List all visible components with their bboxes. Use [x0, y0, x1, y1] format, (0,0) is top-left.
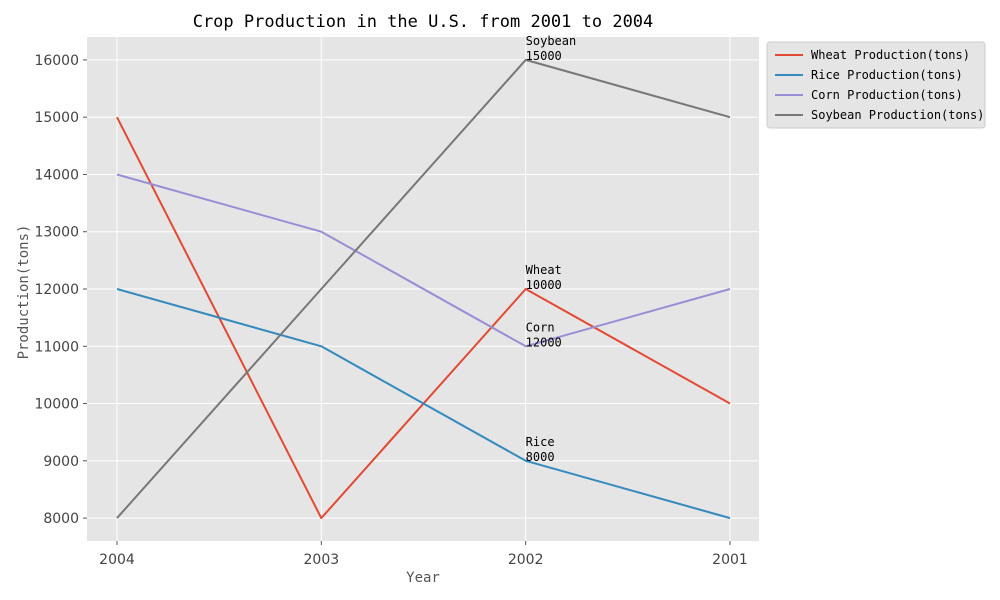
annotation-label: Soybean	[526, 34, 577, 48]
y-tick-label: 12000	[34, 282, 79, 298]
y-tick-label: 10000	[34, 397, 79, 413]
annotation-label: Corn	[526, 320, 555, 334]
y-tick-label: 8000	[43, 511, 79, 527]
legend-entry: Soybean Production(tons)	[775, 108, 984, 122]
legend-label: Soybean Production(tons)	[811, 108, 984, 122]
y-tick-label: 16000	[34, 53, 79, 69]
series-line-soybean	[116, 58, 731, 519]
legend-entry: Corn Production(tons)	[775, 88, 963, 102]
y-tick-label: 9000	[43, 454, 79, 470]
annotation-value: 12000	[526, 335, 562, 349]
annotation-value: 15000	[526, 49, 562, 63]
y-tick-label: 15000	[34, 110, 79, 126]
series-line-rice	[116, 288, 731, 520]
legend-box	[766, 41, 986, 129]
x-tick-label: 2004	[99, 552, 135, 568]
legend-entry: Wheat Production(tons)	[775, 48, 970, 62]
legend-label: Wheat Production(tons)	[811, 48, 970, 62]
x-axis-label: Year	[406, 570, 440, 586]
y-tick-label: 11000	[34, 339, 79, 355]
annotation-value: 8000	[526, 450, 555, 464]
chart-title: Crop Production in the U.S. from 2001 to…	[193, 12, 654, 32]
series-line-corn	[116, 173, 731, 348]
legend-label: Corn Production(tons)	[811, 88, 963, 102]
y-axis-ticks: 8000 9000 10000 11000 12000 13000 14000 15000 16…	[34, 53, 87, 527]
legend-label: Rice Production(tons)	[811, 68, 963, 82]
x-tick-label: 2001	[712, 552, 748, 568]
series-lines	[116, 58, 731, 520]
y-axis-label: Production(tons)	[16, 225, 32, 360]
legend: Wheat Production(tons) Rice Production(to…	[766, 41, 986, 129]
y-tick-label: 14000	[34, 167, 79, 183]
annotation-value: 10000	[526, 278, 562, 292]
x-tick-label: 2003	[304, 552, 340, 568]
y-tick-label: 13000	[34, 225, 79, 241]
annotation-label: Wheat	[526, 263, 562, 277]
annotation-label: Rice	[526, 435, 555, 449]
x-tick-label: 2002	[508, 552, 544, 568]
x-axis-ticks: 2004 2003 2002 2001	[99, 541, 748, 568]
legend-entry: Rice Production(tons)	[775, 68, 963, 82]
